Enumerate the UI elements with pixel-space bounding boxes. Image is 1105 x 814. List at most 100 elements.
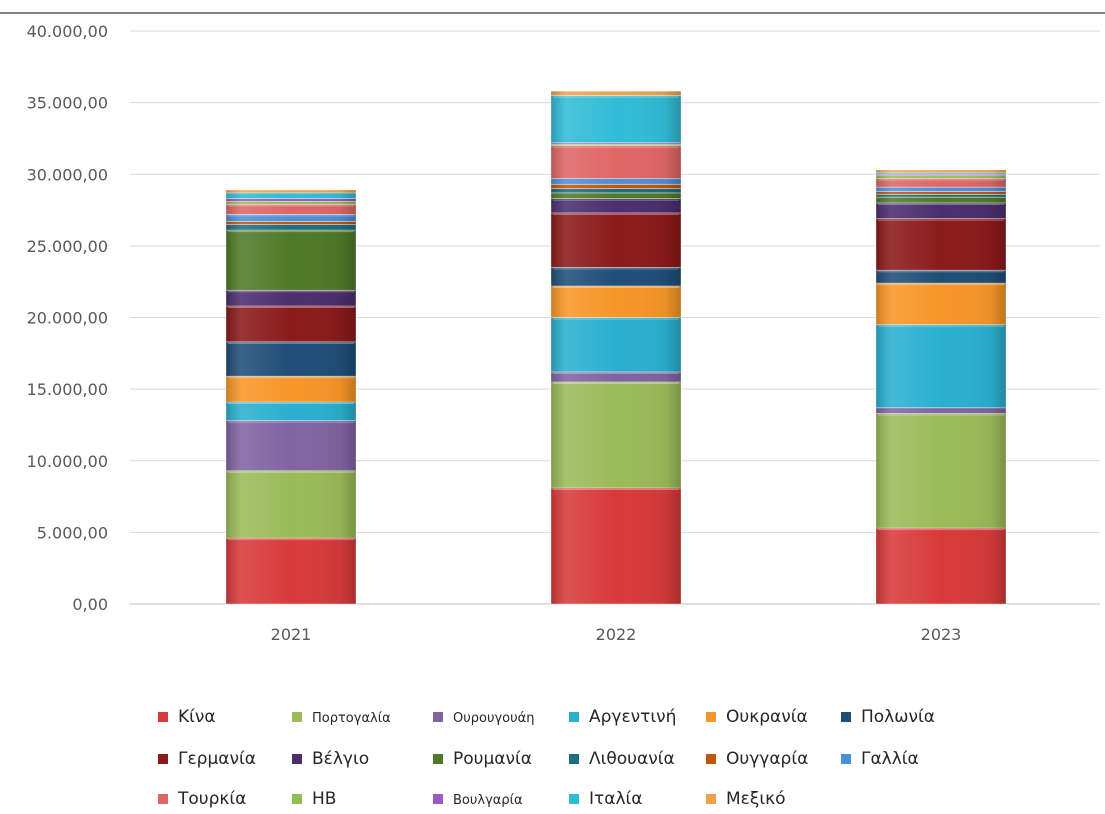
legend-item: Λιθουανία xyxy=(569,749,675,769)
legend-item: Ρουμανία xyxy=(433,749,532,769)
legend-item: Μεξικό xyxy=(706,789,786,809)
legend-item: Ουρουγουάη xyxy=(433,711,534,726)
legend-item: Βουλγαρία xyxy=(433,793,523,808)
legend-swatch xyxy=(433,754,443,764)
bar-segment-shade xyxy=(551,142,681,145)
y-tick-label: 15.000,00 xyxy=(27,380,108,399)
bar-segment-shade xyxy=(551,198,681,213)
legend-label: Πορτογαλία xyxy=(312,711,391,726)
bar-segment-shade xyxy=(876,169,1006,173)
bar-segment-shade xyxy=(876,407,1006,414)
legend-item: Γαλλία xyxy=(841,749,919,769)
bar-segment-shade xyxy=(876,187,1006,192)
y-tick-label: 35.000,00 xyxy=(27,94,108,113)
legend-label: Ιταλία xyxy=(589,789,642,809)
bar-segment-shade xyxy=(226,221,356,225)
bar-segment-shade xyxy=(876,270,1006,284)
y-tick-label: 0,00 xyxy=(72,595,108,614)
bar-segment-shade xyxy=(226,190,356,193)
bar-segment-shade xyxy=(876,324,1006,408)
legend-item: Ουγγαρία xyxy=(706,749,808,769)
y-tick-label: 25.000,00 xyxy=(27,237,108,256)
bar-segment-shade xyxy=(551,145,681,179)
bar-segment-shade xyxy=(876,194,1006,198)
bar-segment-shade xyxy=(226,402,356,421)
legend-swatch xyxy=(569,712,579,722)
legend-swatch xyxy=(706,712,716,722)
bar-segment-shade xyxy=(551,144,681,146)
legend-item: Ιταλία xyxy=(569,789,642,809)
y-tick-label: 10.000,00 xyxy=(27,452,108,471)
x-axis-ticks: 2021 2022 2023 xyxy=(271,625,962,644)
legend-swatch xyxy=(158,712,168,722)
legend-label: Τουρκία xyxy=(177,789,246,809)
bar-segment-shade xyxy=(551,91,681,96)
legend-label: Βέλγιο xyxy=(312,749,369,769)
bar-segment-shade xyxy=(226,306,356,342)
legend-swatch xyxy=(841,754,851,764)
bar-segment-shade xyxy=(551,178,681,185)
bar-segment-shade xyxy=(551,192,681,199)
legend-label: Πολωνία xyxy=(861,707,935,727)
x-tick-label: 2023 xyxy=(921,625,962,644)
legend-label: Γερμανία xyxy=(178,749,256,769)
legend-label: Κίνα xyxy=(178,707,216,727)
bar-segment-shade xyxy=(226,224,356,231)
bar-segment-shade xyxy=(226,470,356,539)
legend-item: Βέλγιο xyxy=(292,749,369,769)
bar-segment-shade xyxy=(551,212,681,268)
y-tick-label: 30.000,00 xyxy=(27,165,108,184)
bar-segment-shade xyxy=(226,204,356,215)
legend-label: Ρουμανία xyxy=(453,749,532,769)
bar-segment-shade xyxy=(551,267,681,286)
legend-label: Ουρουγουάη xyxy=(453,711,534,726)
legend-item: ΗΒ xyxy=(292,789,336,809)
legend-label: Ουγγαρία xyxy=(726,749,808,769)
bar-segment-shade xyxy=(226,192,356,199)
legend-item: Πορτογαλία xyxy=(292,711,391,726)
y-tick-label: 40.000,00 xyxy=(27,22,108,41)
legend-swatch xyxy=(158,794,168,804)
bar-segment-shade xyxy=(876,528,1006,604)
x-tick-label: 2022 xyxy=(596,625,637,644)
legend-label: ΗΒ xyxy=(312,789,336,809)
legend-item: Πολωνία xyxy=(841,707,935,727)
bar-segment-shade xyxy=(876,202,1006,219)
legend-item: Γερμανία xyxy=(158,749,256,769)
bar-segment-shade xyxy=(226,198,356,202)
bar-segment-shade xyxy=(226,230,356,291)
bar-segment-shade xyxy=(551,317,681,372)
legend-swatch xyxy=(292,754,302,764)
legend-label: Λιθουανία xyxy=(589,749,675,769)
bar-segment-shade xyxy=(876,197,1006,203)
legend-label: Βουλγαρία xyxy=(453,793,523,808)
legend-swatch xyxy=(292,794,302,804)
bar-segment-shade xyxy=(551,95,681,143)
bar-stack-2022 xyxy=(550,90,682,605)
legend-swatch xyxy=(706,754,716,764)
bar-stack-2023 xyxy=(875,169,1007,605)
bar-segment-shade xyxy=(226,376,356,403)
bar-segment-shade xyxy=(551,184,681,189)
legend-swatch xyxy=(433,712,443,722)
legend-label: Γαλλία xyxy=(861,749,919,769)
bar-segment-shade xyxy=(226,214,356,222)
legend-swatch xyxy=(433,794,443,804)
legend-swatch xyxy=(292,712,302,722)
legend-item: Τουρκία xyxy=(158,789,246,809)
bar-stack-2021 xyxy=(225,189,357,605)
legend-item: Κίνα xyxy=(158,707,216,727)
legend-swatch xyxy=(841,712,851,722)
bar-segment-shade xyxy=(551,285,681,318)
y-axis-ticks: 0,00 5.000,00 10.000,00 15.000,00 20.000,00 2… xyxy=(27,22,108,614)
legend-item: Ουκρανία xyxy=(706,707,808,727)
legend-label: Αργεντινή xyxy=(589,707,676,727)
bar-segment-shade xyxy=(551,371,681,382)
bar-segment-shade xyxy=(876,172,1006,175)
y-tick-label: 5.000,00 xyxy=(37,523,108,542)
bar-segment-shade xyxy=(876,175,1006,179)
bar-stacks xyxy=(225,90,1007,605)
bar-segment-shade xyxy=(876,218,1006,271)
legend-item: Αργεντινή xyxy=(569,707,676,727)
